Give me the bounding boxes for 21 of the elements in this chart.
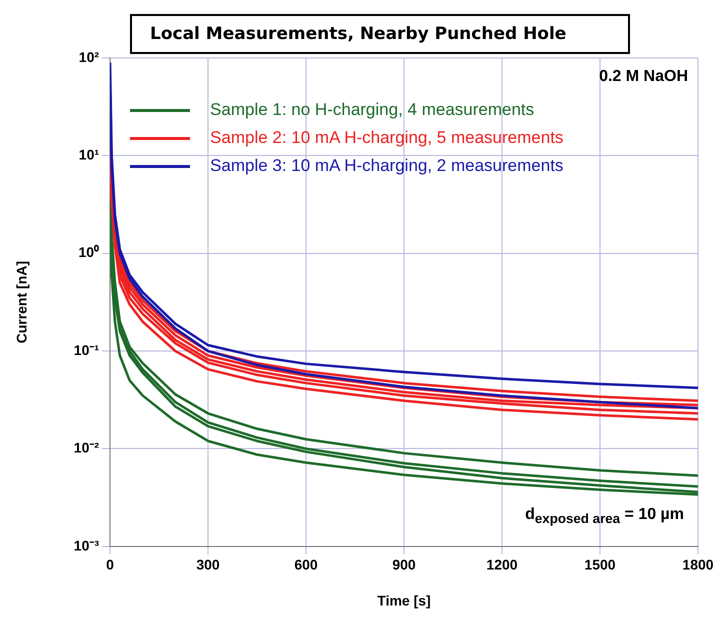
y-tick-label: 10² (78, 48, 100, 65)
x-tick-label: 1500 (584, 556, 616, 573)
y-tick-label: 10⁻¹ (74, 342, 100, 358)
x-tick-label: 1200 (486, 556, 518, 573)
legend-label: Sample 1: no H-charging, 4 measurements (210, 100, 534, 120)
x-tick-label: 600 (294, 556, 318, 573)
annotation: 0.2 M NaOH (599, 68, 688, 86)
y-tick-label: 10⁻³ (74, 537, 100, 554)
x-axis-title: Time [s] (377, 592, 431, 608)
y-axis-title: Current [nA] (13, 260, 30, 344)
y-tick-label: 10⁻² (74, 440, 100, 456)
chart-title: Local Measurements, Nearby Punched Hole (130, 14, 630, 54)
x-tick-label: 300 (196, 556, 220, 573)
legend-label: Sample 3: 10 mA H-charging, 2 measurements (210, 156, 564, 176)
annotation: d$_{exposed area}$ = 10 µm (525, 506, 684, 527)
x-tick-label: 900 (392, 556, 416, 573)
y-tick-label: 10¹ (78, 146, 100, 163)
x-tick-label: 0 (106, 556, 114, 573)
y-tick-label: 10⁰ (78, 244, 100, 260)
x-tick-label: 1800 (682, 556, 714, 573)
legend-label: Sample 2: 10 mA H-charging, 5 measurements (210, 128, 564, 148)
